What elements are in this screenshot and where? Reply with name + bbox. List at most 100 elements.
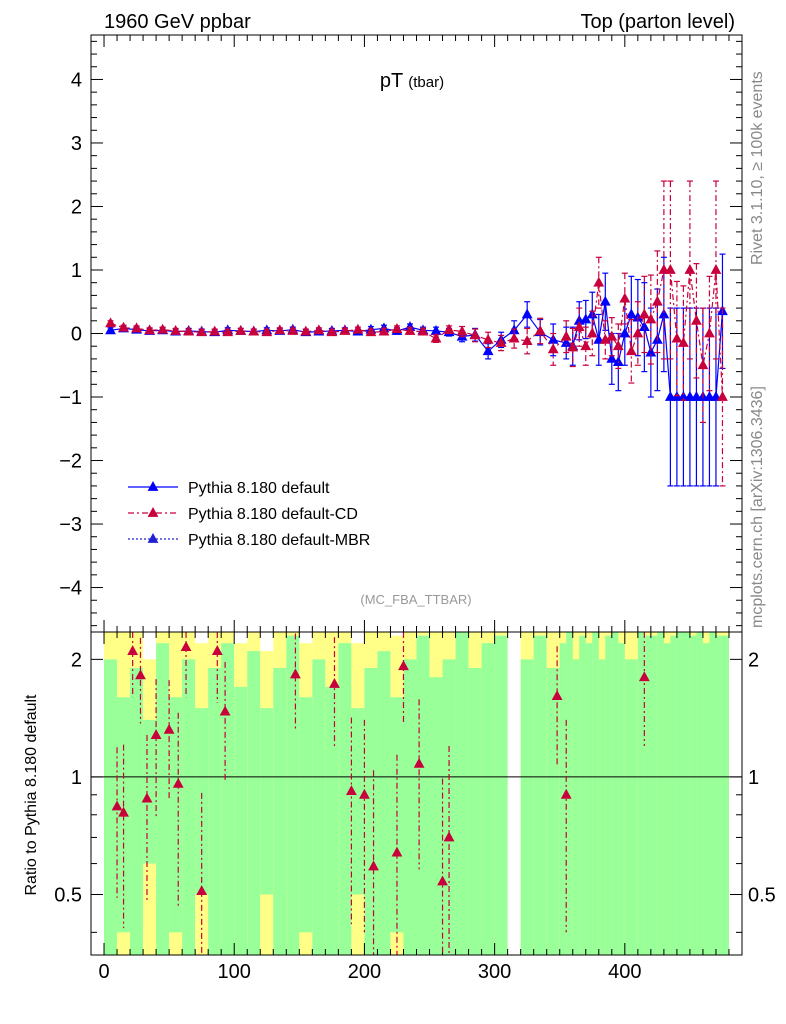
header-left: 1960 GeV ppbar	[104, 11, 251, 33]
ratio-band-green	[533, 635, 547, 955]
legend-marker	[147, 533, 159, 543]
ratio-y-tick-label-right: 0.5	[748, 885, 776, 907]
ratio-x-tick-label: 100	[218, 961, 251, 983]
ratio-data-point	[329, 677, 340, 688]
ratio-panel: 0 100 200 300 400 0.5 0.5 1 1 2 2	[54, 631, 776, 983]
ratio-data-point	[172, 777, 184, 788]
ratio-data-point	[150, 729, 162, 739]
ratio-x-tick-label: 200	[348, 961, 381, 983]
main-y-tick-label: −1	[59, 387, 82, 409]
ratio-data-point	[141, 792, 153, 803]
main-data-point	[300, 325, 312, 336]
main-y-tick-label: −3	[59, 514, 82, 536]
ratio-band-green	[338, 643, 352, 955]
legend-marker	[147, 481, 159, 491]
main-data-point	[651, 295, 663, 306]
ratio-data-point	[551, 690, 563, 701]
ratio-band-green	[273, 668, 287, 955]
ratio-band-green	[234, 686, 248, 955]
main-data-point	[274, 324, 286, 335]
chart-title-main: pT	[380, 70, 403, 92]
ratio-band-green	[221, 643, 235, 955]
legend-marker	[147, 507, 159, 517]
ratio-data-point	[135, 669, 146, 680]
main-data-point	[658, 308, 670, 319]
main-data-point	[391, 323, 403, 333]
main-data-point	[671, 332, 683, 343]
legend-label: Pythia 8.180 default-MBR	[188, 532, 370, 549]
main-data-point	[547, 343, 559, 354]
mcplots-label: mcplots.cern.ch [arXiv:1306.3436]	[749, 386, 766, 628]
main-data-point	[632, 327, 644, 338]
ratio-band-green	[325, 686, 339, 955]
ratio-data-point	[443, 831, 455, 842]
main-data-point	[404, 324, 416, 335]
main-data-point	[645, 313, 657, 324]
main-data-point	[157, 323, 169, 334]
ratio-y-tick-label-right: 1	[748, 767, 759, 789]
main-data-point	[118, 321, 129, 332]
main-data-point	[534, 324, 546, 335]
ratio-data-point	[368, 860, 379, 871]
ratio-data-point	[163, 723, 175, 734]
ratio-band-green	[676, 632, 690, 955]
ratio-band-green	[351, 708, 365, 895]
main-data-point	[606, 330, 618, 341]
ratio-data-point	[127, 645, 139, 655]
ratio-y-tick-label: 2	[71, 649, 82, 671]
main-data-point	[456, 325, 468, 336]
ratio-data-point	[560, 788, 572, 799]
ratio-x-tick-label: 300	[478, 961, 511, 983]
main-data-point	[287, 324, 299, 335]
ratio-panel-frame	[90, 631, 743, 956]
legend-label: Pythia 8.180 default-CD	[188, 506, 358, 523]
chart-title-suffix: (tbar)	[408, 74, 444, 91]
header-right: Top (parton level)	[580, 11, 735, 33]
main-data-point	[417, 325, 429, 336]
main-panel: −4 −3 −2 −1 0 1 2 3 4	[59, 34, 743, 633]
ratio-data-point	[346, 785, 357, 795]
main-data-point	[691, 314, 702, 325]
main-data-point	[365, 326, 377, 337]
main-data-point	[105, 324, 116, 335]
main-data-point	[339, 324, 351, 335]
ratio-band-green	[403, 659, 417, 955]
ratio-band-green	[260, 708, 274, 895]
main-data-point	[105, 317, 116, 328]
ratio-band-green	[156, 643, 170, 955]
ratio-uncertainty-bands	[91, 632, 742, 955]
ratio-band-green	[644, 635, 658, 955]
ratio-band-green	[468, 668, 482, 955]
ratio-y-tick-label: 0.5	[54, 885, 82, 907]
main-y-tick-label: 0	[71, 324, 82, 346]
ratio-x-tick-label: 0	[98, 961, 109, 983]
ratio-data-point	[111, 800, 123, 811]
rivet-label: Rivet 3.1.10, ≥ 100k events	[749, 71, 766, 265]
ratio-band-green	[364, 668, 378, 955]
main-y-tick-label: 1	[71, 260, 82, 282]
ratio-band-green	[416, 635, 430, 955]
main-data-point	[638, 321, 650, 332]
main-data-point	[352, 323, 364, 334]
ratio-data-point	[359, 788, 370, 799]
ratio-y-tick-label: 1	[71, 767, 82, 789]
ratio-series	[111, 632, 650, 955]
ratio-band-green	[546, 668, 560, 955]
main-data-point	[248, 325, 260, 336]
main-data-point	[521, 308, 533, 319]
main-data-point	[131, 322, 142, 333]
ratio-band-green	[143, 719, 157, 864]
main-y-tick-label: 3	[71, 133, 82, 155]
main-data-point	[710, 263, 722, 274]
ratio-band-green	[715, 635, 729, 955]
main-axis-ticks: −4 −3 −2 −1 0 1 2 3 4	[59, 35, 743, 632]
ratio-band-green	[247, 651, 261, 955]
analysis-watermark: (MC_FBA_TTBAR)	[360, 592, 471, 607]
ratio-band-green	[299, 697, 313, 933]
main-data-point	[430, 324, 442, 335]
main-data-point	[717, 391, 728, 401]
ratio-band-green	[377, 651, 391, 955]
ratio-band-green	[624, 659, 638, 955]
main-data-point	[430, 332, 442, 343]
main-data-point	[326, 326, 338, 337]
